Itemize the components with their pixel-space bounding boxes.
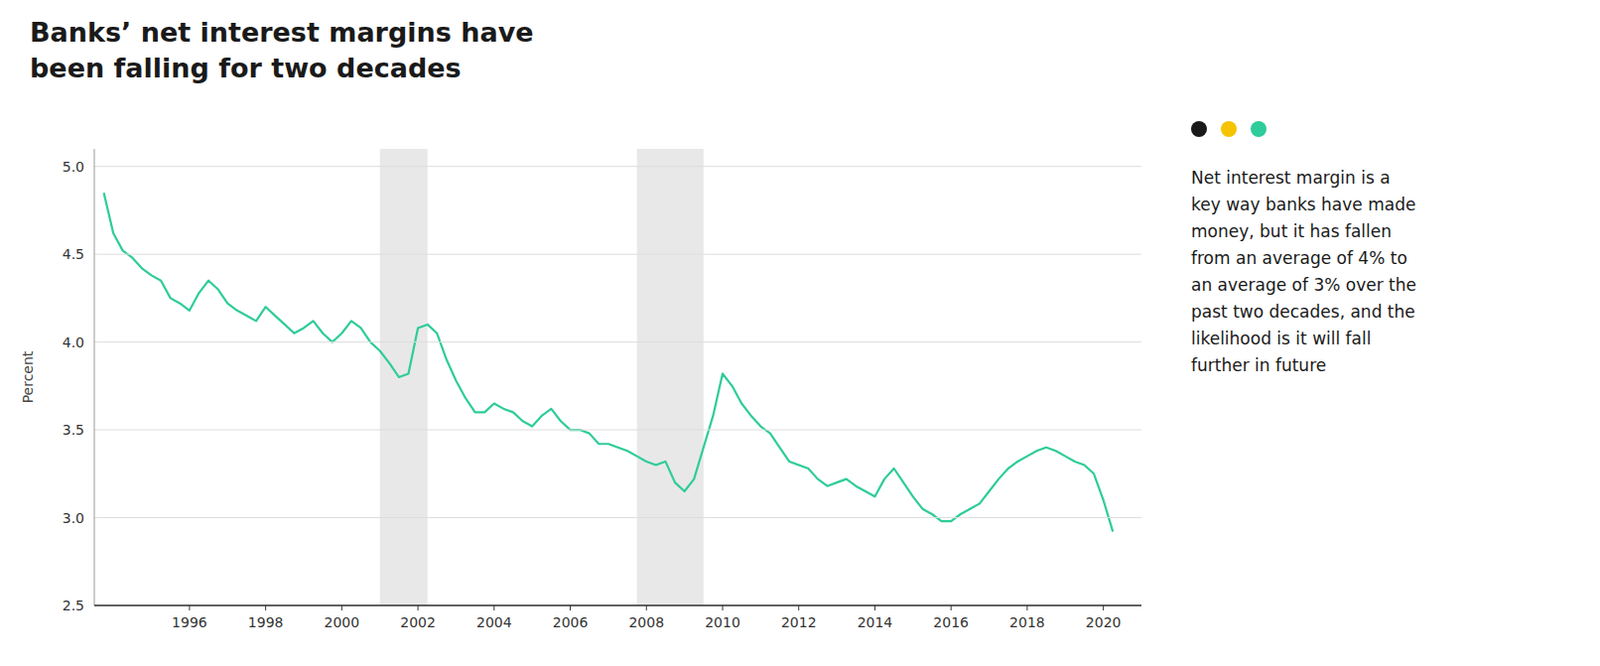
y-axis-line (94, 148, 96, 606)
x-tick-label: 2010 (704, 614, 741, 631)
x-tick-label: 2016 (933, 614, 969, 631)
x-tick (798, 605, 800, 611)
annotation: Net interest margin is a key way banks ha… (1191, 121, 1417, 376)
annotation-dot (1191, 121, 1207, 137)
annotation-line: key way banks have made (1191, 194, 1416, 215)
x-tick (341, 605, 343, 611)
x-tick (188, 605, 190, 611)
grid-line (94, 429, 1142, 431)
annotation-dot (1220, 121, 1237, 137)
y-axis: 2.5 3.0 3.5 4.0 4.5 5.0 (62, 148, 1142, 614)
chart: Banks’ net interest margins have been fal… (0, 0, 1600, 666)
x-tick (1102, 605, 1104, 611)
x-tick (646, 605, 648, 611)
x-tick (950, 605, 952, 611)
grid-line (94, 341, 1142, 343)
x-tick (874, 605, 876, 611)
x-tick (265, 605, 267, 611)
y-axis-label: Percent (19, 350, 36, 403)
x-tick-label: 2012 (781, 614, 817, 631)
plot-area (104, 148, 1114, 606)
line (104, 192, 1114, 532)
annotation-line: likelihood is it will fall (1191, 328, 1371, 349)
grid-line (94, 517, 1142, 519)
annotation-dot (1250, 121, 1267, 137)
annotation-line: further in future (1191, 355, 1327, 376)
y-tick-label: 3.5 (62, 421, 85, 438)
title-line: Banks’ net interest margins have (29, 16, 534, 48)
x-axis: 1996 1998 2000 2002 2004 2006 2008 2010 2012 2014… (94, 605, 1142, 631)
y-tick-label: 4.0 (62, 334, 85, 351)
title: Banks’ net interest margins have been fal… (29, 16, 534, 84)
x-axis-line (94, 604, 1142, 607)
annotation-line: an average of 3% over the (1191, 274, 1417, 295)
x-tick-label: 2020 (1085, 614, 1122, 631)
x-tick-label: 2008 (628, 614, 665, 631)
y-tick-label: 5.0 (62, 158, 85, 175)
x-tick (493, 605, 495, 611)
x-tick-label: 2014 (857, 614, 894, 631)
annotation-line: from an average of 4% to (1191, 248, 1408, 268)
x-tick-label: 2006 (552, 614, 589, 631)
annotation-text: Net interest margin is a key way banks ha… (1191, 167, 1417, 376)
y-tick-label: 2.5 (62, 597, 85, 614)
grid-line (94, 605, 1142, 607)
grid-line (94, 165, 1142, 167)
x-tick (569, 605, 571, 611)
y-tick-label: 4.5 (62, 246, 85, 263)
annotation-line: past two decades, and the (1191, 301, 1416, 322)
x-tick (417, 605, 419, 611)
annotation-line: money, but it has fallen (1191, 221, 1392, 242)
x-tick-label: 2004 (476, 614, 513, 631)
grid-line (94, 254, 1142, 256)
shaded-range (380, 148, 428, 606)
x-tick-label: 1996 (171, 614, 208, 631)
x-tick-label: 2002 (400, 614, 436, 631)
x-tick (1026, 605, 1028, 611)
x-tick-label: 2000 (324, 614, 361, 631)
annotation-line: Net interest margin is a (1191, 167, 1391, 188)
x-tick-label: 1998 (248, 614, 284, 631)
x-tick (722, 605, 724, 611)
title-line: been falling for two decades (29, 52, 462, 84)
x-tick-label: 2018 (1009, 614, 1046, 631)
shaded-range (637, 148, 704, 606)
y-tick-label: 3.0 (62, 510, 85, 527)
